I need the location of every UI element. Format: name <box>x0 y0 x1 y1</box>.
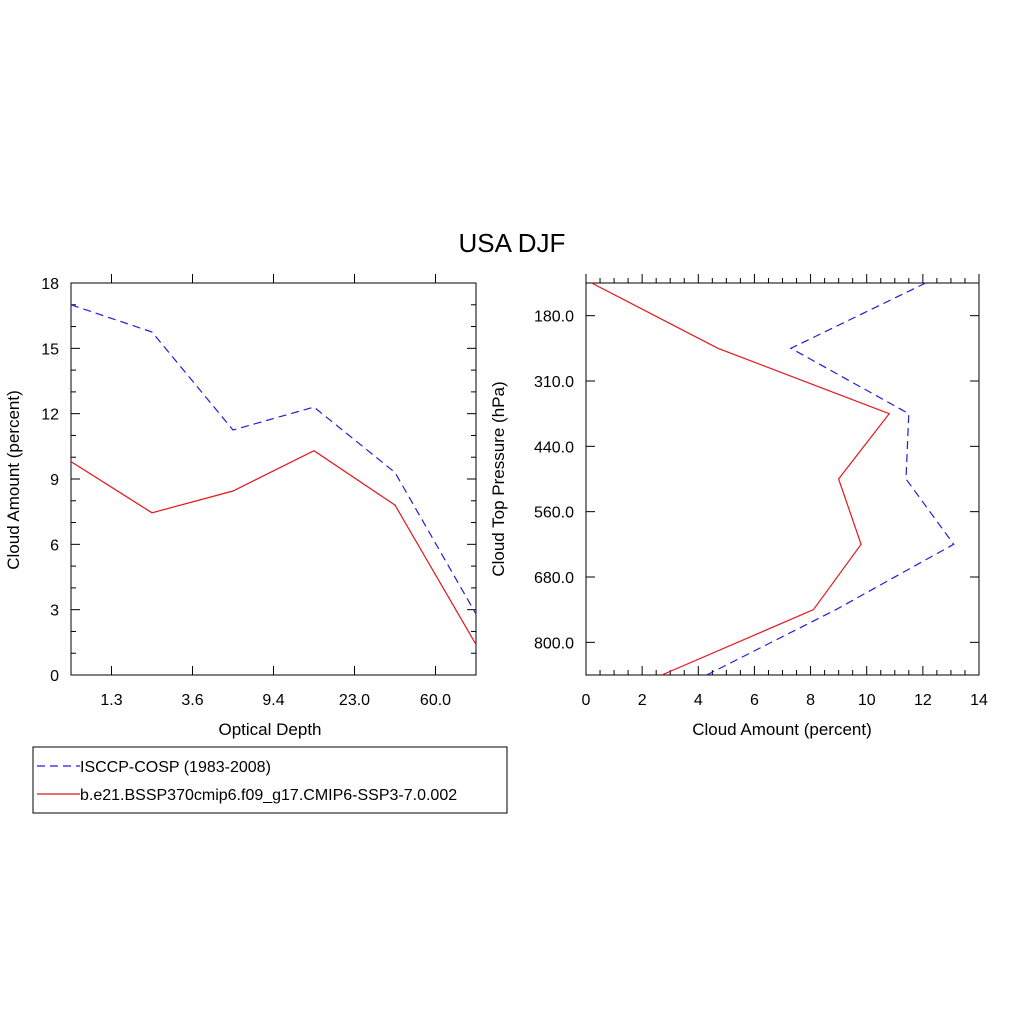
right-x-tick-label: 10 <box>858 692 876 709</box>
right-x-tick-label: 8 <box>806 692 815 709</box>
right-y-tick-label: 560.0 <box>534 505 574 522</box>
left-plot-frame <box>70 282 477 676</box>
left-x-tick-label: 3.6 <box>181 692 203 709</box>
right-series-obs-line <box>706 282 955 676</box>
left-x-axis-label: Optical Depth <box>219 720 322 739</box>
right-y-axis-label: Cloud Top Pressure (hPa) <box>489 381 508 576</box>
right-plot-frame <box>585 282 980 676</box>
right-x-tick-label: 6 <box>750 692 759 709</box>
right-y-tick-label: 800.0 <box>534 635 574 652</box>
right-x-tick-label: 0 <box>582 692 591 709</box>
left-y-tick-label: 9 <box>50 472 59 489</box>
right-x-tick-label: 12 <box>914 692 932 709</box>
left-panel: Optical Depth Cloud Amount (percent) 0 3 6… <box>4 274 477 739</box>
left-x-tick-label: 9.4 <box>262 692 284 709</box>
legend-box <box>32 746 508 814</box>
right-y-tick-label: 680.0 <box>534 570 574 587</box>
right-y-tick-label: 180.0 <box>534 309 574 326</box>
left-y-tick-label: 18 <box>41 276 59 293</box>
right-series-model-line <box>591 282 891 676</box>
right-y-tick-label: 440.0 <box>534 439 574 456</box>
left-x-tick-label: 1.3 <box>100 692 122 709</box>
left-series-obs-line <box>70 304 477 615</box>
left-y-axis-label: Cloud Amount (percent) <box>4 390 23 570</box>
left-y-tick-label: 6 <box>50 537 59 554</box>
right-panel: Cloud Amount (percent) Cloud Top Pressur… <box>489 274 988 739</box>
left-y-tick-label: 0 <box>50 668 59 685</box>
legend-label-model: b.e21.BSSP370cmip6.f09_g17.CMIP6-SSP3-7.… <box>80 787 457 804</box>
right-x-axis-label: Cloud Amount (percent) <box>692 720 872 739</box>
left-y-tick-label: 3 <box>50 603 59 620</box>
left-x-tick-label: 60.0 <box>420 692 451 709</box>
left-y-tick-label: 12 <box>41 407 59 424</box>
left-y-tick-label: 15 <box>41 341 59 358</box>
chart-title: USA DJF <box>459 228 566 258</box>
right-y-tick-label: 310.0 <box>534 374 574 391</box>
left-series-model-line <box>70 450 477 645</box>
left-x-tick-label: 23.0 <box>339 692 370 709</box>
right-x-tick-label: 2 <box>638 692 647 709</box>
right-x-tick-label: 4 <box>694 692 703 709</box>
legend: ISCCP-COSP (1983-2008) b.e21.BSSP370cmip… <box>32 746 508 814</box>
legend-label-obs: ISCCP-COSP (1983-2008) <box>80 759 271 776</box>
right-x-tick-label: 14 <box>970 692 988 709</box>
